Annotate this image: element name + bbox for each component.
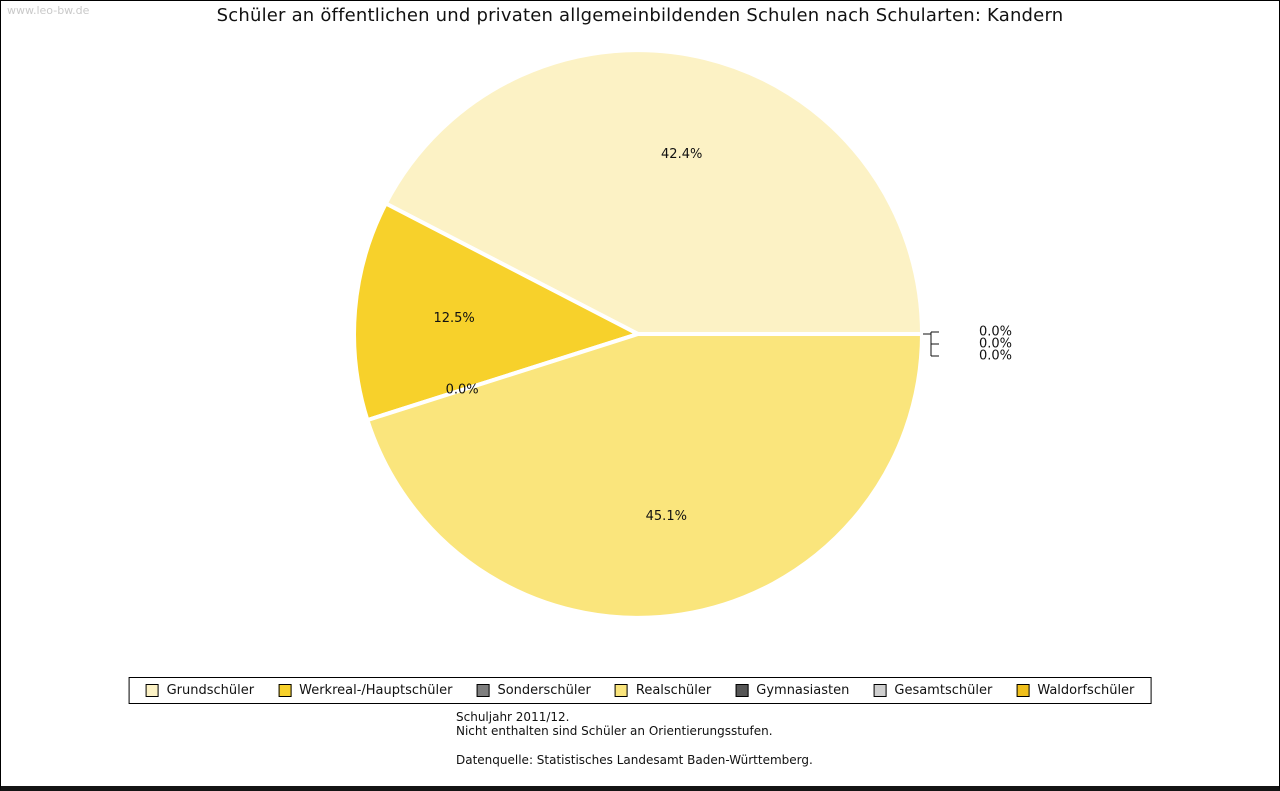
- legend-swatch: [1016, 684, 1030, 697]
- pie-slice-label: 0.0%: [979, 325, 1012, 340]
- legend-label: Grundschüler: [166, 683, 255, 698]
- legend: Grundschüler Werkreal-/Hauptschüler Sonder…: [128, 677, 1152, 704]
- legend-label: Realschüler: [635, 683, 712, 698]
- legend-item-2: Sonderschüler: [476, 683, 591, 698]
- legend-swatch: [614, 684, 628, 697]
- legend-item-3: Realschüler: [614, 683, 712, 698]
- pie-slice-label: 0.0%: [979, 337, 1012, 352]
- legend-label: Gesamtschüler: [894, 683, 993, 698]
- legend-item-4: Gymnasiasten: [735, 683, 849, 698]
- legend-item-6: Waldorfschüler: [1016, 683, 1134, 698]
- chart-title: Schüler an öffentlichen und privaten all…: [216, 5, 1064, 26]
- legend-swatch: [476, 684, 490, 697]
- leader-line: [923, 332, 932, 356]
- legend-item-1: Werkreal-/Hauptschüler: [278, 683, 452, 698]
- source-note: Datenquelle: Statistisches Landesamt Bad…: [456, 753, 813, 767]
- legend-label: Werkreal-/Hauptschüler: [299, 683, 453, 698]
- legend-swatch: [278, 684, 292, 697]
- footnote-line: Schuljahr 2011/12.: [456, 710, 570, 724]
- pie-slice-label: 12.5%: [433, 311, 474, 326]
- pie-slice-1: [352, 201, 640, 423]
- legend-label: Waldorfschüler: [1037, 683, 1135, 698]
- legend-swatch: [873, 684, 887, 697]
- legend-swatch: [735, 684, 749, 697]
- pie-slice-3: [365, 332, 924, 620]
- legend-label: Sonderschüler: [497, 683, 591, 698]
- legend-swatch: [145, 684, 159, 697]
- watermark: www.leo-bw.de: [7, 4, 90, 17]
- pie-slice-label: 0.0%: [446, 382, 479, 397]
- pie-slice-0: [383, 48, 924, 336]
- legend-label: Gymnasiasten: [756, 683, 850, 698]
- footnote-line: Nicht enthalten sind Schüler an Orientie…: [456, 724, 773, 738]
- pie-slice-label: 45.1%: [646, 509, 687, 524]
- footnotes: Schuljahr 2011/12. Nicht enthalten sind …: [456, 710, 773, 738]
- pie-slice-label: 0.0%: [979, 349, 1012, 364]
- legend-item-5: Gesamtschüler: [873, 683, 992, 698]
- legend-item-0: Grundschüler: [145, 683, 255, 698]
- pie-slice-label: 42.4%: [661, 147, 702, 162]
